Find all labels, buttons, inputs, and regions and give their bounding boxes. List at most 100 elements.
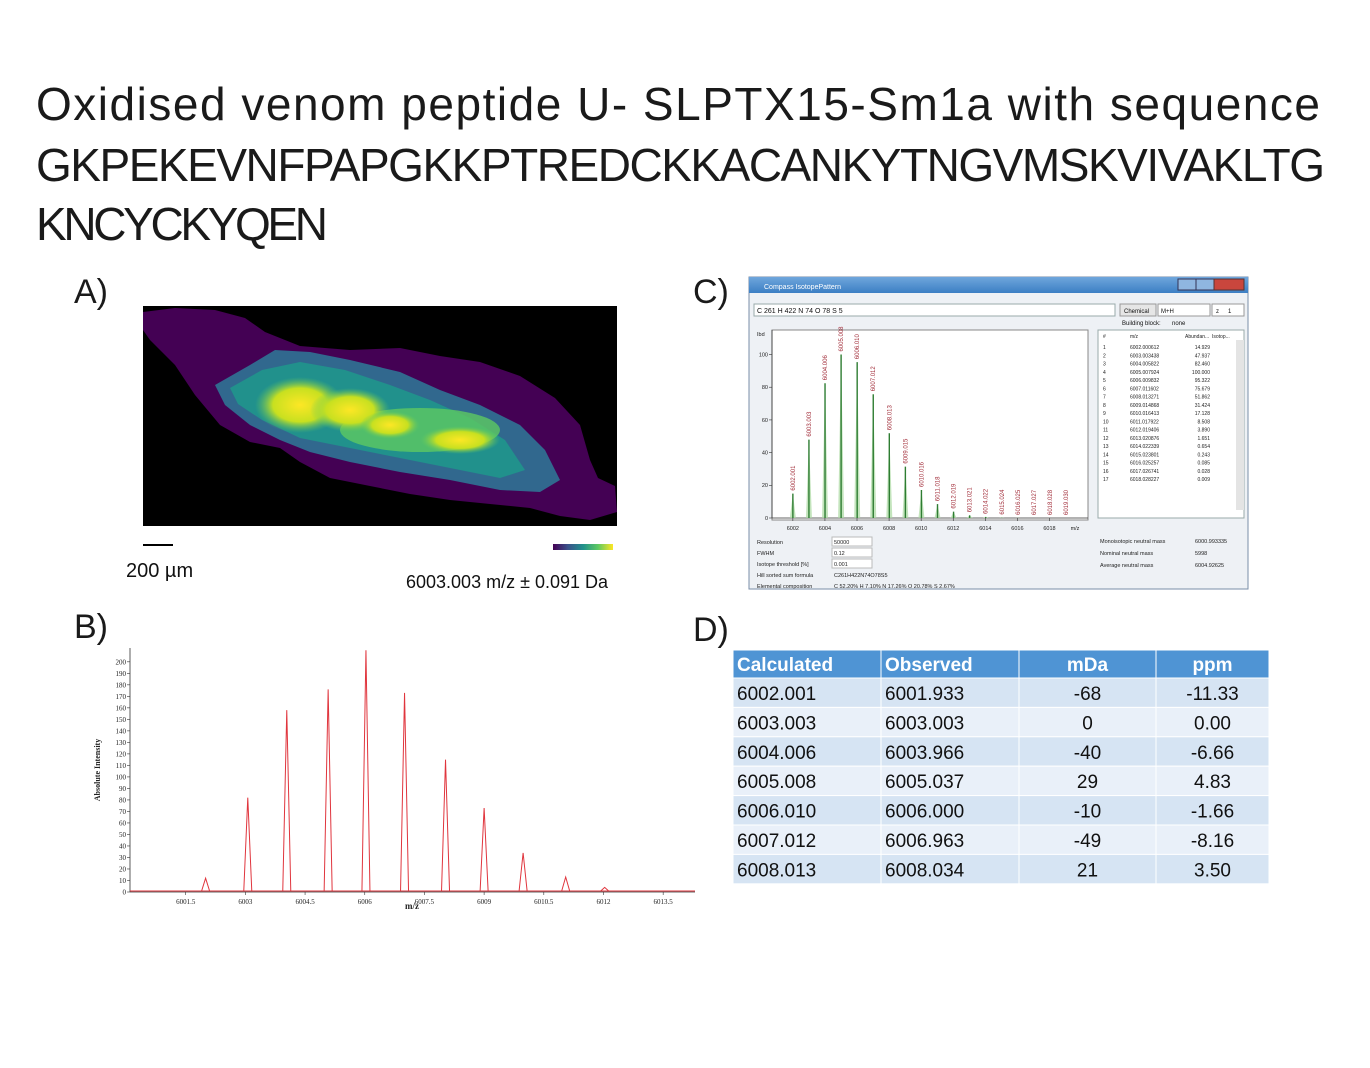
cell-text: 6004.006 — [737, 743, 816, 764]
peak-label: 6004.006 — [823, 355, 829, 381]
cell-text: -1.66 — [1191, 802, 1234, 823]
peak — [400, 692, 410, 892]
field-label: Hill sorted sum formula — [757, 573, 814, 579]
row-mz: 6008.013271 — [1130, 395, 1159, 401]
row-mz: 6014.022339 — [1130, 444, 1159, 450]
row-abundance: 1.651 — [1197, 436, 1210, 442]
peak — [441, 759, 451, 892]
field-value: C261H422N74O78S5 — [834, 573, 888, 579]
y-tick-label: 0 — [123, 888, 127, 896]
cell — [1155, 706, 1270, 738]
peak-label: 6013.021 — [968, 487, 974, 513]
row-abundance: 82.460 — [1195, 362, 1211, 368]
cell — [732, 706, 882, 738]
title-line: Oxidised venom peptide U- SLPTX15-Sm1a w… — [36, 78, 1320, 130]
cell-text: 6003.003 — [885, 713, 964, 734]
row-index: 16 — [1103, 469, 1109, 475]
peak-label: 6015.024 — [1000, 489, 1006, 515]
row-index: 1 — [1103, 345, 1106, 351]
y-tick-label: 80 — [119, 796, 127, 804]
peak — [282, 710, 292, 892]
cell — [1018, 853, 1157, 885]
y-axis-label: Absolute Intensity — [93, 739, 102, 801]
x-tick-label: 6004.5 — [295, 898, 315, 906]
peak — [201, 876, 211, 892]
peak-label: 6010.016 — [919, 461, 925, 487]
row-mz: 6016.025257 — [1130, 461, 1159, 467]
cell — [1155, 853, 1270, 885]
y-tick-label: 140 — [116, 727, 127, 735]
x-tick-label: 6006 — [851, 526, 863, 532]
x-tick-label: 6007.5 — [415, 898, 435, 906]
x-axis-label: m/z — [1071, 526, 1080, 532]
peak-label: 6002.001 — [791, 465, 797, 491]
cell-text: -8.16 — [1191, 831, 1234, 852]
row-abundance: 0.085 — [1197, 461, 1210, 467]
field-value: 0.001 — [834, 562, 848, 568]
table-header: m/z — [1130, 334, 1139, 340]
field-label: Elemental composition — [757, 584, 812, 590]
table-header: Abundan... — [1185, 334, 1209, 340]
adduct-select[interactable]: M+H — [1161, 309, 1174, 315]
row-abundance: 95.322 — [1195, 378, 1211, 384]
cell-text: 6002.001 — [737, 684, 816, 705]
y-tick-label: 20 — [762, 483, 768, 489]
row-index: 10 — [1103, 419, 1109, 425]
peak — [561, 875, 571, 892]
cell-text: 4.83 — [1194, 772, 1231, 793]
cell — [1155, 765, 1270, 797]
cell-text: -6.66 — [1191, 743, 1234, 764]
row-mz: 6005.007924 — [1130, 370, 1159, 376]
row-mz: 6003.003438 — [1130, 353, 1159, 359]
row-mz: 6018.028227 — [1130, 477, 1159, 483]
chemical-button[interactable]: Chemical — [1124, 309, 1149, 315]
building-block-value[interactable]: none — [1172, 321, 1186, 327]
formula-input[interactable]: C 261 H 422 N 74 O 78 S 5 — [757, 308, 843, 315]
peak — [600, 886, 610, 892]
cell — [880, 765, 1020, 797]
header-cell — [880, 649, 1020, 679]
y-tick-label: 180 — [116, 681, 127, 689]
panel-label: B) — [74, 608, 108, 646]
cell — [880, 706, 1020, 738]
row-abundance: 14.929 — [1195, 345, 1211, 351]
row-mz: 6004.005822 — [1130, 362, 1159, 368]
row-index: 15 — [1103, 461, 1109, 467]
panel-label: A) — [74, 273, 108, 311]
cell — [1155, 795, 1270, 826]
peak-label: 6007.012 — [871, 366, 877, 392]
y-tick-label: 120 — [116, 750, 127, 758]
x-tick-label: 6009 — [477, 898, 492, 906]
scale-bar-label: 200 µm — [126, 560, 193, 582]
row-index: 5 — [1103, 378, 1106, 384]
row-index: 12 — [1103, 436, 1109, 442]
x-tick-label: 6012 — [596, 898, 611, 906]
charge-value[interactable]: 1 — [1228, 309, 1232, 315]
row-abundance: 0.243 — [1197, 452, 1210, 458]
row-abundance: 3.890 — [1197, 428, 1210, 434]
x-tick-label: 6003 — [238, 898, 253, 906]
peak-label: 6018.028 — [1048, 489, 1054, 515]
cell-text: 6003.966 — [885, 743, 964, 764]
x-tick-label: 6012 — [947, 526, 959, 532]
y-tick-label: 30 — [119, 854, 127, 862]
peak-label: 6003.003 — [807, 411, 813, 437]
peak-label: 6005.008 — [839, 326, 845, 352]
cell — [1018, 824, 1157, 855]
x-tick-label: 6010 — [915, 526, 927, 532]
cell — [732, 677, 882, 708]
peak — [323, 689, 333, 892]
y-tick-label: 110 — [116, 762, 127, 770]
row-mz: 6007.011602 — [1130, 386, 1159, 392]
y-tick-label: 10 — [119, 877, 127, 885]
cell-text: 29 — [1077, 772, 1098, 793]
y-tick-label: 130 — [116, 739, 127, 747]
field-label: Resolution — [757, 540, 783, 546]
plot-area — [771, 329, 1089, 521]
cell-text: -10 — [1074, 802, 1101, 823]
cell — [880, 853, 1020, 885]
peak-label: 6014.022 — [984, 488, 990, 514]
field-label: Isotope threshold [%] — [757, 562, 809, 568]
row-mz: 6017.026741 — [1130, 469, 1159, 475]
